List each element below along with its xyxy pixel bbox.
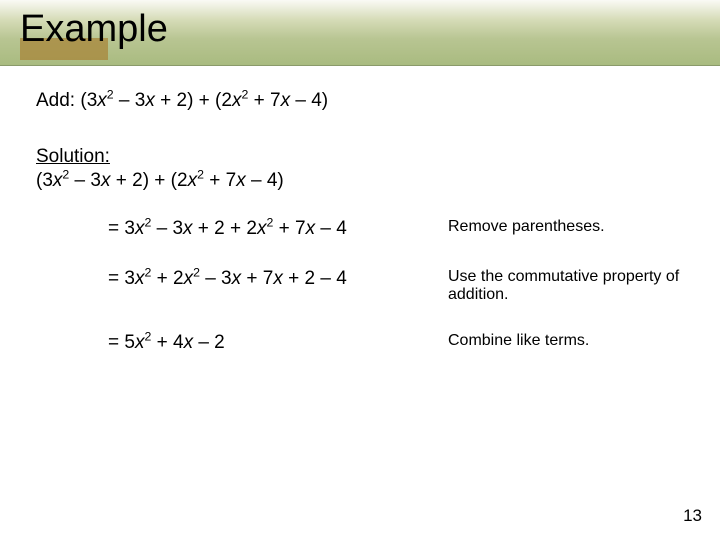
- step-expr-1: = 3x2 – 3x + 2 + 2x2 + 7x – 4: [108, 218, 448, 240]
- step-expr-2: = 3x2 + 2x2 – 3x + 7x + 2 – 4: [108, 268, 448, 290]
- problem-statement: Add: (3x2 – 3x + 2) + (2x2 + 7x – 4): [36, 90, 684, 112]
- problem-label: Add:: [36, 90, 80, 111]
- step-note-3: Combine like terms.: [448, 332, 684, 350]
- step-row: = 3x2 – 3x + 2 + 2x2 + 7x – 4 Remove par…: [36, 218, 684, 240]
- slide-title: Example: [20, 8, 168, 51]
- problem-expr: (3x2 – 3x + 2) + (2x2 + 7x – 4): [80, 90, 328, 111]
- title-bar: Example: [0, 0, 720, 66]
- step-row: = 3x2 + 2x2 – 3x + 7x + 2 – 4 Use the co…: [36, 268, 684, 304]
- step-expr-3: = 5x2 + 4x – 2: [108, 332, 448, 354]
- step-note-2: Use the commutative property of addition…: [448, 268, 684, 304]
- step-row: = 5x2 + 4x – 2 Combine like terms.: [36, 332, 684, 354]
- solution-restate: (3x2 – 3x + 2) + (2x2 + 7x – 4): [36, 170, 684, 192]
- solution-label: Solution:: [36, 146, 684, 168]
- page-number: 13: [683, 506, 702, 526]
- step-note-1: Remove parentheses.: [448, 218, 684, 236]
- content-area: Add: (3x2 – 3x + 2) + (2x2 + 7x – 4) Sol…: [0, 66, 720, 354]
